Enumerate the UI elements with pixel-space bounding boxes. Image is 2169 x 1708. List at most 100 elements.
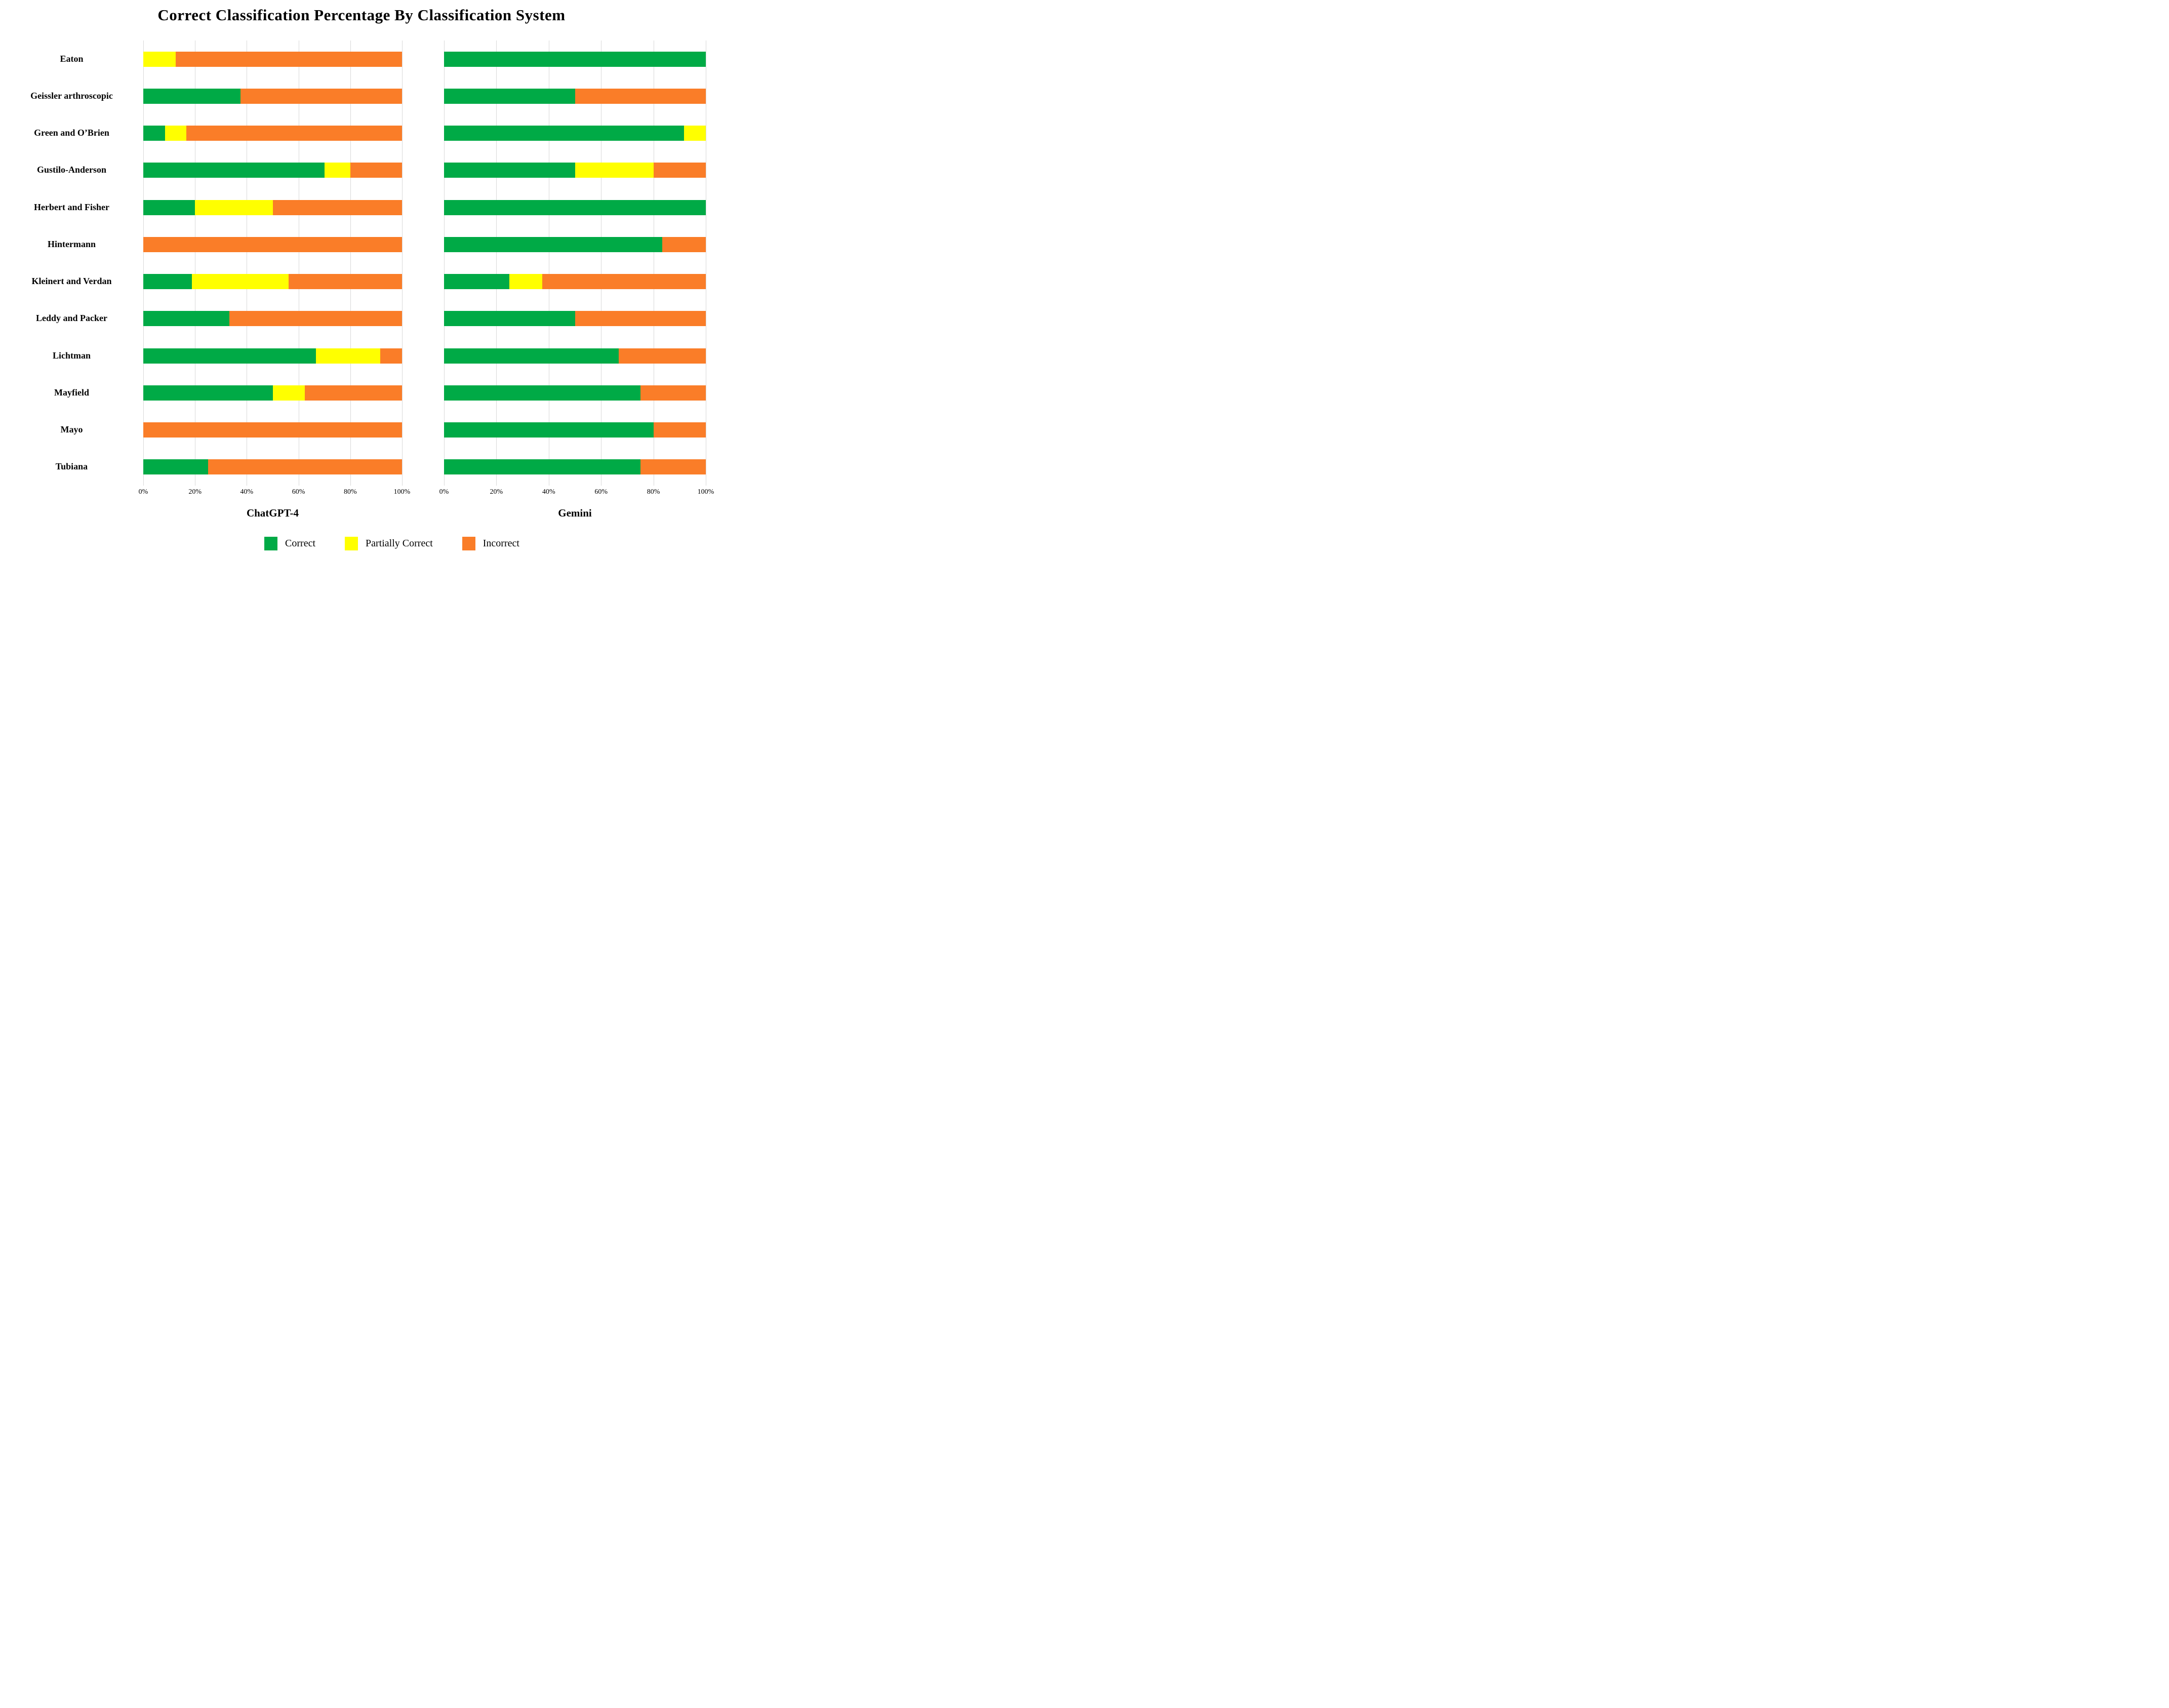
stacked-bar [143,311,402,327]
category-label: Leddy and Packer [35,313,107,324]
bar-row [444,263,706,300]
label-row: Mayfield [0,374,143,411]
bar-row [143,449,402,486]
stacked-bar [143,163,402,178]
panel-gemini [444,41,706,486]
stacked-bar [143,422,402,438]
bar-row [143,300,402,337]
stacked-bar [143,236,402,252]
panel-gap [402,41,444,486]
bar-row [444,337,706,374]
legend-label: Correct [285,538,316,549]
bar-segment-partially-correct [509,274,542,290]
bar-segment-partially-correct [195,200,273,215]
category-labels-column: Eaton Geissler arthroscopic Green and O’Br… [0,41,143,486]
bar-segment-correct [444,422,654,438]
stacked-bar [444,88,706,104]
x-tick-label: 100% [393,488,411,496]
bar-row [143,226,402,263]
gridline [496,41,497,486]
bar-segment-correct [143,459,208,475]
bar-row [444,449,706,486]
x-tick-label: 40% [542,488,555,496]
label-row: Hintermann [0,226,143,263]
bar-segment-incorrect [240,88,402,104]
chart-area: Eaton Geissler arthroscopic Green and O’Br… [0,41,706,486]
bar-segment-correct [444,385,640,401]
bar-segment-incorrect [653,163,706,178]
stacked-bar [143,274,402,290]
bar-segment-partially-correct [575,163,654,178]
panel-titles-row: ChatGPT-4 Gemini [0,499,706,520]
chart-page: Correct Classification Percentage By Cla… [0,0,723,569]
gridline [402,41,403,486]
x-tick-label: 0% [138,488,148,496]
bar-row [444,374,706,411]
bar-row [143,263,402,300]
legend: Correct Partially Correct Incorrect [61,537,723,550]
bar-segment-incorrect [305,385,402,401]
bar-segment-incorrect [143,236,402,252]
stacked-bar [143,51,402,67]
bar-segment-partially-correct [191,274,289,290]
bar-segment-correct [143,385,273,401]
stacked-bar [143,88,402,104]
x-axis-ticks-chatgpt4: 0% 20% 40% 60% 80% 100% [139,486,411,499]
category-label: Tubiana [55,461,88,472]
legend-swatch-incorrect [462,537,475,550]
bar-segment-incorrect [143,422,402,438]
bar-segment-correct [143,126,165,141]
stacked-bar [143,459,402,475]
stacked-bar [444,422,706,438]
label-row: Mayo [0,412,143,449]
label-row: Green and O’Brien [0,115,143,152]
bar-segment-correct [143,163,325,178]
bar-segment-correct [143,88,240,104]
bar-segment-incorrect [289,274,402,290]
stacked-bar [444,200,706,215]
bar-segment-correct [444,200,706,215]
x-axis-row: 0% 20% 40% 60% 80% 100% 0% 20% 40% 60% 80% 100% [0,486,714,499]
stacked-bar [444,311,706,327]
bar-row [444,412,706,449]
x-tick-label: 80% [647,488,660,496]
bar-segment-incorrect [618,348,706,364]
bar-segment-partially-correct [315,348,381,364]
stacked-bar [444,51,706,67]
stacked-bar [143,348,402,364]
bar-segment-incorrect [575,311,706,327]
bar-segment-correct [444,459,640,475]
bar-segment-correct [444,88,575,104]
category-label: Eaton [60,53,84,64]
bar-segment-incorrect [662,236,706,252]
stacked-bar [444,459,706,475]
category-label: Gustilo-Anderson [36,165,107,175]
panel-chatgpt4 [143,41,403,486]
stacked-bar [444,236,706,252]
bar-row [444,189,706,226]
x-tick-label: 40% [240,488,254,496]
label-row: Eaton [0,41,143,77]
x-tick-label: 60% [292,488,305,496]
bar-segment-incorrect [640,459,706,475]
legend-swatch-correct [264,537,278,550]
bar-segment-correct [143,274,192,290]
label-row: Gustilo-Anderson [0,152,143,189]
category-label: Green and O’Brien [34,128,109,138]
category-label: Geissler arthroscopic [30,90,113,101]
bar-row [444,226,706,263]
stacked-bar [143,126,402,141]
category-label: Lichtman [52,350,91,361]
bar-segment-correct [444,163,575,178]
category-label: Herbert and Fisher [34,202,109,212]
bar-segment-incorrect [542,274,706,290]
bar-segment-correct [143,200,195,215]
bar-row [143,374,402,411]
stacked-bar [444,163,706,178]
bar-segment-incorrect [350,163,402,178]
bar-segment-correct [444,236,662,252]
bar-row [143,41,402,77]
x-tick-label: 20% [188,488,202,496]
bar-segment-incorrect [575,88,706,104]
bar-segment-correct [444,348,619,364]
